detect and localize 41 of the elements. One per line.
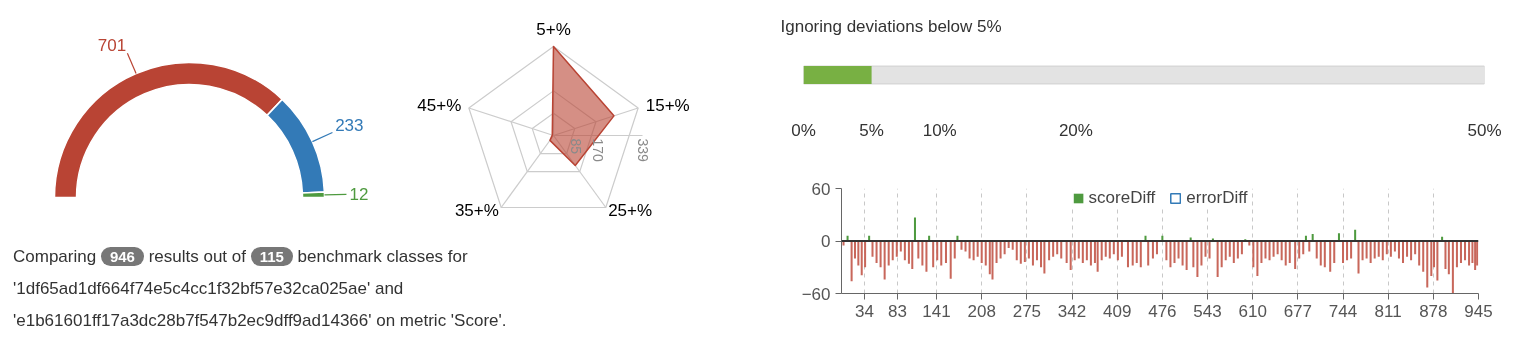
x-tick-label: 50% [1467,120,1502,140]
spoke-label: 25+% [608,201,653,221]
x-tick-label: 543 [1193,301,1222,321]
y-tick-label: 60 [811,179,831,199]
y-tick-label: 339 [634,138,651,163]
data-label: 12 [349,185,369,205]
data-label: 701 [97,35,127,55]
text: results out of [148,247,246,266]
text: 946 [100,247,144,266]
x-tick-label: 342 [1057,301,1087,321]
x-tick-label: 83 [887,301,907,321]
spoke-label: 45+% [417,96,462,116]
x-tick-label: 610 [1238,301,1267,321]
x-tick-label: 208 [967,301,996,321]
data-label: 233 [335,116,364,136]
x-tick-label: 10% [922,120,957,140]
x-tick-label: 5% [859,120,884,140]
x-tick-label: 945 [1464,301,1493,321]
x-tick-label: 677 [1283,301,1313,321]
y-tick-label: −60 [801,284,831,304]
x-tick-label: 141 [922,301,951,321]
x-tick-label: 34 [854,301,874,321]
legend-label: errorDiff [1186,188,1248,208]
x-tick-label: 811 [1374,301,1402,321]
y-tick-label: 170 [590,138,607,163]
chart-title: Ignoring deviations below 5% [780,16,1002,36]
x-tick-label: 20% [1058,120,1093,140]
x-tick-label: 744 [1328,301,1358,321]
x-tick-label: 0% [791,120,816,140]
x-tick-label: 878 [1419,301,1448,321]
text: Comparing [13,247,97,266]
spoke-label: 35+% [454,201,499,221]
y-tick-label: 85 [567,138,584,155]
legend-label: scoreDiff [1088,188,1156,208]
spoke-label: 15+% [645,96,690,116]
y-tick-label: 0 [821,232,831,251]
x-tick-label: 275 [1012,301,1042,321]
x-tick-label: 409 [1103,301,1132,321]
text: 115 [250,247,293,266]
x-tick-label: 476 [1148,301,1177,321]
spoke-label: 5+% [536,19,571,39]
